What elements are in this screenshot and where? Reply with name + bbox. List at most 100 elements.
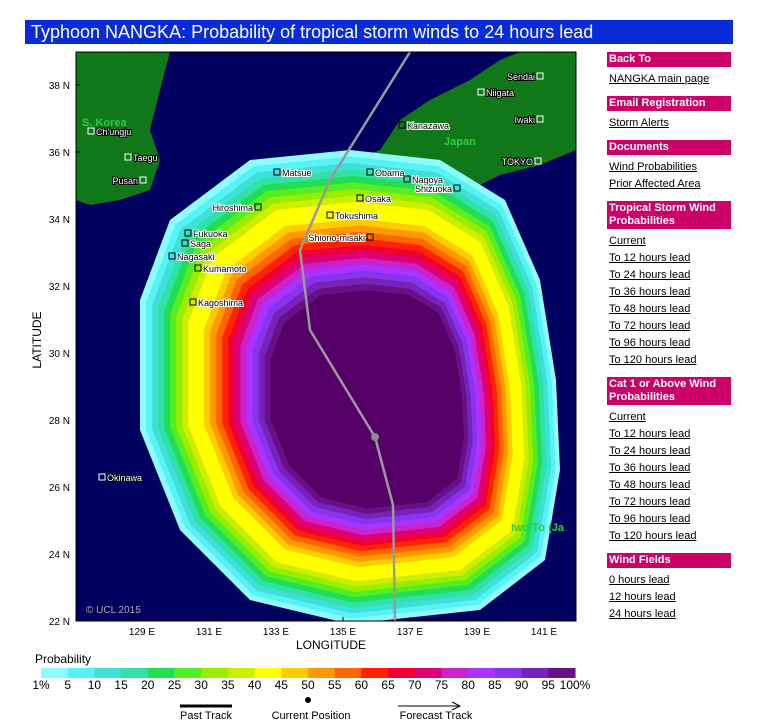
sidebar-link[interactable]: To 24 hours lead <box>609 445 691 457</box>
legend-label: 20 <box>141 678 155 692</box>
sidebar-link[interactable]: Prior Affected Area <box>609 178 701 190</box>
legend-swatch <box>174 668 202 678</box>
sidebar-link[interactable]: To 120 hours lead <box>609 530 697 542</box>
sidebar-link[interactable]: To 24 hours lead <box>609 269 691 281</box>
legend-swatch <box>388 668 416 678</box>
legend-swatch <box>147 668 175 678</box>
city-marker <box>139 176 147 184</box>
lon-tick-label: 141 E <box>531 627 557 638</box>
sidebar-link[interactable]: To 36 hours lead <box>609 462 691 474</box>
legend-swatch <box>254 668 282 678</box>
sidebar-link[interactable]: To 48 hours lead <box>609 479 691 491</box>
sidebar-link[interactable]: To 12 hours lead <box>609 428 691 440</box>
current-position <box>371 433 379 441</box>
x-axis-label: LONGITUDE <box>296 638 366 652</box>
city-label: Shizuoka <box>415 184 452 194</box>
legend-swatch <box>468 668 496 678</box>
sidebar-link[interactable]: Wind Probabilities <box>609 161 698 173</box>
city-marker <box>273 168 281 176</box>
lon-tick-label: 131 E <box>196 627 222 638</box>
region-label: Iwo To (Ja <box>511 522 565 534</box>
region-label: S. Korea <box>82 117 128 129</box>
legend-label: 100% <box>560 678 591 692</box>
sidebar-link[interactable]: To 12 hours lead <box>609 252 691 264</box>
sidebar-link[interactable]: 12 hours lead <box>609 591 676 603</box>
lon-tick-label: 135 E <box>330 627 356 638</box>
sidebar-link[interactable]: To 96 hours lead <box>609 337 691 349</box>
current-position-key <box>305 697 311 703</box>
city-label: Hiroshima <box>212 203 253 213</box>
legend-swatch <box>227 668 256 678</box>
city-label: Pusan <box>112 176 138 186</box>
lat-tick-label: 38 N <box>49 81 70 92</box>
land <box>76 52 170 205</box>
city-label: Tokushima <box>335 211 378 221</box>
legend-label: 95 <box>542 678 556 692</box>
legend-label: 70 <box>408 678 422 692</box>
legend-label: 30 <box>195 678 209 692</box>
city-marker <box>124 153 132 161</box>
sidebar-link[interactable]: Current <box>609 411 646 423</box>
legend-swatch <box>94 668 122 678</box>
legend-swatch <box>334 668 362 678</box>
sidebar-link[interactable]: To 48 hours lead <box>609 303 691 315</box>
lat-tick-label: 32 N <box>49 282 70 293</box>
legend-label: 5 <box>64 678 71 692</box>
city-marker <box>536 115 544 123</box>
copyright: © UCL 2015 <box>86 605 141 616</box>
city-label: Osaka <box>365 194 391 204</box>
city-label: Saga <box>190 239 211 249</box>
city-label: Niigata <box>486 88 514 98</box>
city-label: Okinawa <box>107 473 142 483</box>
sidebar-heading: Wind Fields <box>607 553 731 568</box>
city-marker <box>254 203 262 211</box>
city-label: Ch'ungju <box>96 127 131 137</box>
city-label: TOKYO <box>502 157 533 167</box>
city-label: Taegu <box>133 153 158 163</box>
city-marker <box>534 157 542 165</box>
track-legend-label: Current Position <box>272 710 351 720</box>
sidebar-link[interactable]: 0 hours lead <box>609 574 670 586</box>
city-label: Obama <box>375 168 405 178</box>
sidebar-link[interactable]: To 120 hours lead <box>609 354 697 366</box>
legend-swatch <box>548 668 576 678</box>
map-frame <box>75 51 577 622</box>
sidebar-heading: Tropical Storm Wind Probabilities <box>607 201 731 229</box>
city-marker <box>87 127 95 135</box>
city-label: Nagoya <box>412 175 443 185</box>
sidebar-link[interactable]: Storm Alerts <box>609 117 669 129</box>
legend-swatch <box>414 668 442 678</box>
legend-swatch <box>441 668 469 678</box>
city-marker <box>98 473 106 481</box>
sidebar-link[interactable]: To 72 hours lead <box>609 320 691 332</box>
legend-label: 80 <box>462 678 476 692</box>
region-label: Japan <box>444 136 476 148</box>
legend-swatch <box>281 668 309 678</box>
city-marker <box>168 252 176 260</box>
legend-label: 75 <box>435 678 449 692</box>
legend-label: 45 <box>275 678 289 692</box>
legend-swatch <box>494 668 523 678</box>
sidebar-link[interactable]: To 36 hours lead <box>609 286 691 298</box>
sidebar-link[interactable]: To 96 hours lead <box>609 513 691 525</box>
legend-swatch <box>521 668 549 678</box>
city-label: Kanazawa <box>407 121 449 131</box>
legend-swatch <box>361 668 389 678</box>
y-axis-label: LATITUDE <box>30 311 44 368</box>
lon-tick-label: 139 E <box>464 627 490 638</box>
legend-swatch <box>121 668 149 678</box>
lat-tick-label: 34 N <box>49 215 70 226</box>
city-marker <box>181 239 189 247</box>
city-label: Iwaki <box>514 115 535 125</box>
city-label: Sendai <box>507 72 535 82</box>
legend-label: 10 <box>88 678 102 692</box>
arrow-head <box>451 701 462 711</box>
city-marker <box>189 298 197 306</box>
sidebar-link[interactable]: To 72 hours lead <box>609 496 691 508</box>
sidebar-link[interactable]: Current <box>609 235 646 247</box>
legend-label: 25 <box>168 678 182 692</box>
sidebar-link[interactable]: 24 hours lead <box>609 608 676 620</box>
sidebar-link[interactable]: NANGKA main page <box>609 73 710 85</box>
